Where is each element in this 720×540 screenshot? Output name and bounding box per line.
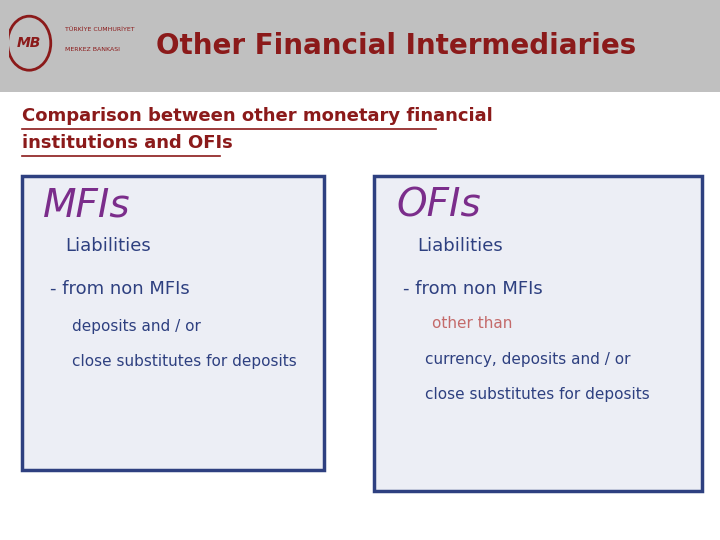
- Text: close substitutes for deposits: close substitutes for deposits: [425, 387, 649, 402]
- FancyBboxPatch shape: [374, 176, 702, 491]
- Text: Liabilities: Liabilities: [65, 237, 150, 255]
- FancyBboxPatch shape: [22, 176, 324, 470]
- Text: - from non MFIs: - from non MFIs: [50, 280, 190, 298]
- Text: OFIs: OFIs: [396, 186, 481, 224]
- Text: MERKEZ BANKASI: MERKEZ BANKASI: [66, 48, 120, 52]
- Text: other than: other than: [432, 316, 513, 332]
- Text: institutions and OFIs: institutions and OFIs: [22, 134, 233, 152]
- Text: deposits and / or: deposits and / or: [72, 319, 201, 334]
- Text: currency, deposits and / or: currency, deposits and / or: [425, 352, 630, 367]
- Text: close substitutes for deposits: close substitutes for deposits: [72, 354, 297, 369]
- Text: TÜRKİYE CUMHURİYET: TÜRKİYE CUMHURİYET: [66, 27, 135, 32]
- Text: MB: MB: [17, 36, 41, 50]
- Bar: [0, 0, 720, 92]
- Text: - from non MFIs: - from non MFIs: [403, 280, 543, 298]
- Text: Other Financial Intermediaries: Other Financial Intermediaries: [156, 32, 636, 60]
- Text: Comparison between other monetary financial: Comparison between other monetary financ…: [22, 107, 492, 125]
- Text: MFIs: MFIs: [43, 186, 131, 224]
- Text: Liabilities: Liabilities: [418, 237, 503, 255]
